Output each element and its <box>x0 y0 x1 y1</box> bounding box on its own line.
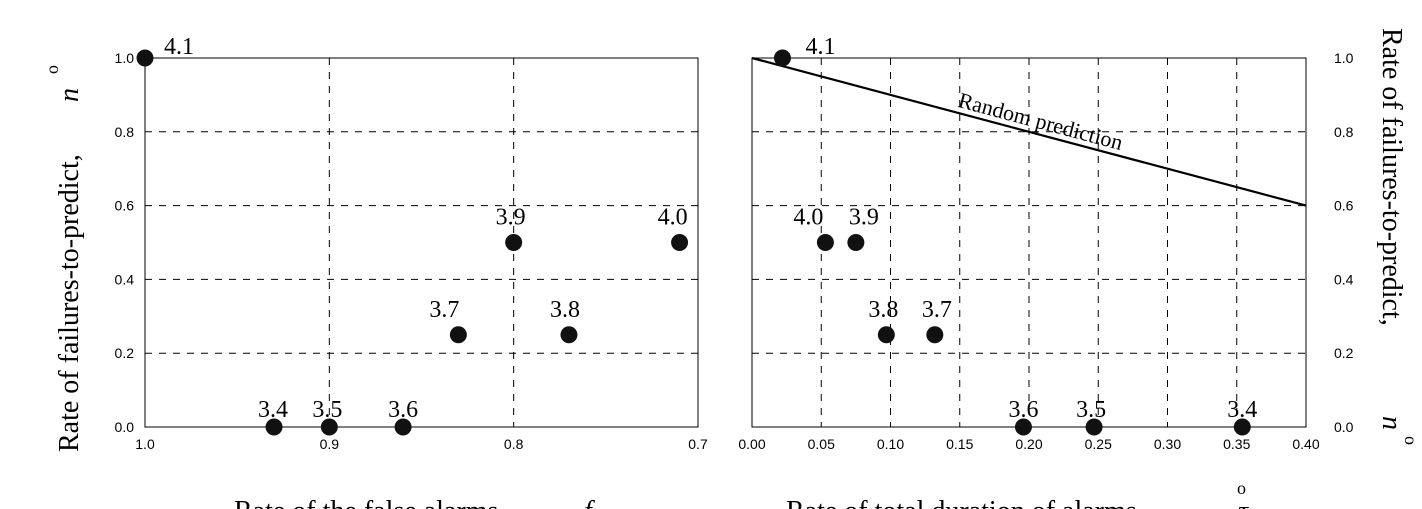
right-data-label: 4.0 <box>793 205 823 231</box>
right-y-axis-symbol: n <box>1376 416 1407 430</box>
left-y-tick-label: 0.8 <box>115 124 135 140</box>
left-data-point <box>320 418 338 436</box>
left-y-tick-label: 0.2 <box>115 345 135 361</box>
right-data-label: 4.1 <box>805 34 835 60</box>
right-data-point <box>816 234 834 251</box>
right-data-label: 3.4 <box>1227 397 1257 423</box>
left-x-tick-label: 0.9 <box>320 436 340 452</box>
left-x-tick-label: 1.0 <box>135 436 155 452</box>
right-x-tick-label: 0.25 <box>1085 436 1112 452</box>
right-x-axis-symbol: τ <box>1238 496 1249 509</box>
left-y-axis-title: Rate of failures-to-predict, n o <box>42 65 85 452</box>
right-data-point <box>877 326 895 344</box>
right-data-label: 3.7 <box>922 297 952 323</box>
left-data-point <box>136 49 154 67</box>
right-x-tick-label: 0.10 <box>877 436 904 452</box>
right-y-tick-label: 0.8 <box>1334 124 1354 140</box>
left-data-label: 4.0 <box>658 205 688 231</box>
left-plot-frame <box>144 57 699 428</box>
left-data-point <box>265 418 283 436</box>
left-x-axis-label: Rate of the false alarms, <box>234 496 505 509</box>
left-y-tick-label: 0.4 <box>115 271 135 287</box>
right-x-axis-mark: o <box>1237 478 1246 498</box>
random-prediction-line <box>751 56 1307 207</box>
right-y-tick-label: 0.4 <box>1334 271 1354 287</box>
left-y-axis-mark: o <box>42 65 62 74</box>
left-data-point <box>449 326 467 344</box>
left-y-tick-label: 0.0 <box>115 419 135 435</box>
left-y-axis-label: Rate of failures-to-predict, <box>54 154 85 452</box>
left-panel: 1.0 0.9 0.8 0.7 0.0 0.2 0.4 0.6 0.8 1.0 3.4 3.5 3.6 3… <box>115 34 708 452</box>
right-data-label: 3.8 <box>868 297 898 323</box>
right-y-axis-label: Rate of failures-to-predict, <box>1376 28 1407 326</box>
right-data-point <box>926 326 944 344</box>
left-data-label: 3.4 <box>258 397 288 423</box>
right-y-axis-title: Rate of failures-to-predict, n o <box>1376 28 1421 445</box>
right-x-tick-label: 0.05 <box>808 436 835 452</box>
left-data-point <box>394 418 412 436</box>
left-data-label: 4.1 <box>164 34 194 60</box>
right-x-tick-label: 0.40 <box>1292 436 1319 452</box>
right-data-point <box>1233 418 1251 436</box>
left-data-label: 3.5 <box>312 397 342 423</box>
left-y-axis-symbol: n <box>54 88 85 102</box>
left-data-label: 3.9 <box>496 205 526 231</box>
right-x-tick-label: 0.35 <box>1223 436 1250 452</box>
left-data-label: 3.6 <box>388 397 418 423</box>
right-y-tick-label: 0.0 <box>1334 419 1354 435</box>
left-data-point <box>671 234 689 251</box>
left-y-tick-label: 0.6 <box>115 198 135 214</box>
right-data-point <box>847 234 865 251</box>
right-data-label: 3.9 <box>849 205 879 231</box>
left-y-tick-label: 1.0 <box>115 50 135 66</box>
right-y-tick-label: 1.0 <box>1334 50 1354 66</box>
right-data-point <box>1014 418 1032 436</box>
left-data-point <box>505 234 523 251</box>
right-data-label: 3.5 <box>1076 397 1106 423</box>
left-data-label: 3.8 <box>550 297 580 323</box>
right-data-point <box>1085 418 1103 436</box>
right-y-tick-label: 0.2 <box>1334 345 1354 361</box>
right-x-tick-label: 0.20 <box>1015 436 1042 452</box>
right-data-point <box>773 49 791 67</box>
random-prediction-annotation: Random prediction <box>956 87 1126 155</box>
left-x-tick-label: 0.7 <box>688 436 708 452</box>
left-x-tick-label: 0.8 <box>504 436 524 452</box>
right-data-label: 3.6 <box>1008 397 1038 423</box>
right-y-tick-label: 0.6 <box>1334 198 1354 214</box>
right-x-axis-label: Rate of total duration of alarms, <box>786 496 1144 509</box>
left-data-point <box>560 326 578 344</box>
left-x-axis-symbol: f <box>584 496 595 509</box>
right-x-tick-label: 0.15 <box>946 436 973 452</box>
right-y-axis-mark: o <box>1401 436 1421 445</box>
right-x-tick-label: 0.30 <box>1154 436 1181 452</box>
right-x-tick-label: 0.00 <box>738 436 765 452</box>
left-data-label: 3.7 <box>429 297 459 323</box>
right-panel: 0.00 0.05 0.10 0.15 0.20 0.25 0.30 0.35 0.40 0.0 0… <box>738 34 1353 452</box>
